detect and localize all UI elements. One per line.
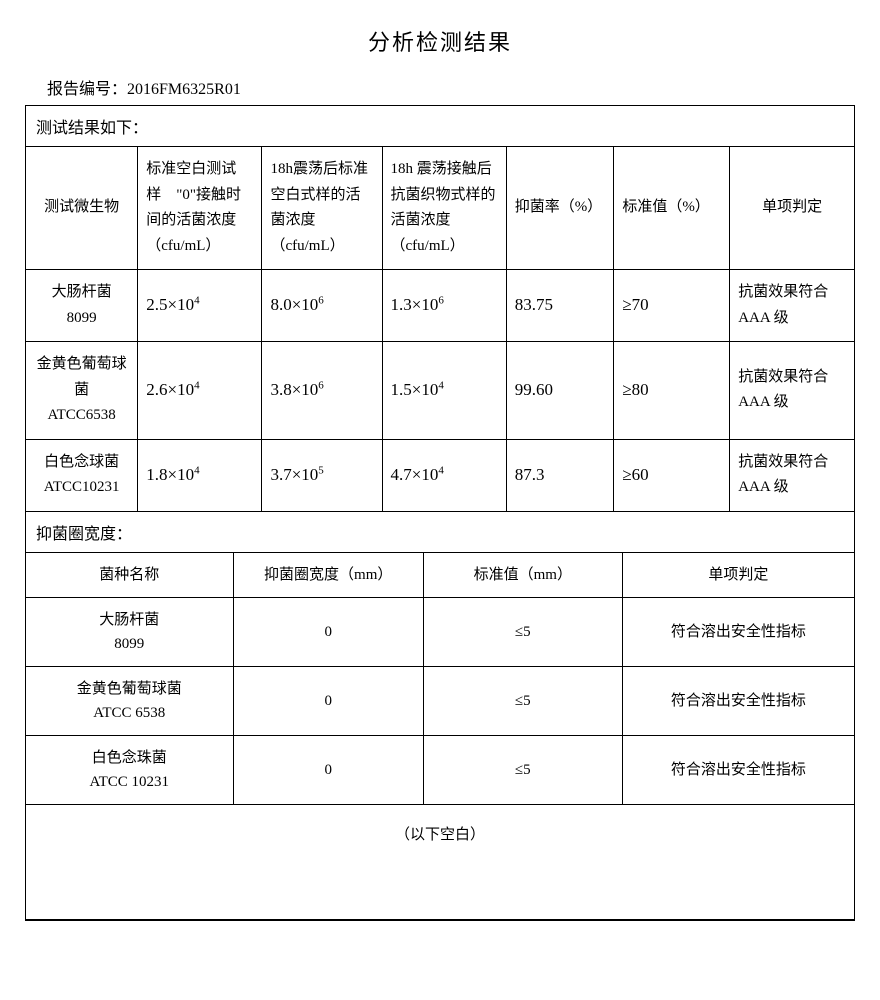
col-verdict: 单项判定 (730, 147, 854, 270)
cell-standard: ≤5 (423, 666, 622, 735)
results-table: 测试微生物 标准空白测试样 "0"接触时间的活菌浓度（cfu/mL） 18h震荡… (26, 146, 854, 512)
section2-label: 抑菌圈宽度： (26, 512, 855, 552)
cell-verdict: 符合溶出安全性指标 (622, 735, 854, 804)
cell-value: 1.3×106 (382, 270, 506, 342)
col-blank-0: 标准空白测试样 "0"接触时间的活菌浓度（cfu/mL） (138, 147, 262, 270)
report-number-value: 2016FM6325R01 (127, 81, 241, 98)
section1-label: 测试结果如下： (26, 106, 855, 147)
col-rate: 抑菌率（%） (506, 147, 614, 270)
table-row: 白色念珠菌ATCC 10231 0 ≤5 符合溶出安全性指标 (26, 735, 854, 804)
table-row: 金黄色葡萄球菌ATCC 6538 0 ≤5 符合溶出安全性指标 (26, 666, 854, 735)
table-row: 白色念球菌ATCC10231 1.8×104 3.7×105 4.7×104 8… (26, 439, 854, 511)
cell-zone-width: 0 (233, 735, 423, 804)
species-name: 大肠杆菌8099 (26, 597, 233, 666)
cell-value: 4.7×104 (382, 439, 506, 511)
cell-verdict: 符合溶出安全性指标 (622, 666, 854, 735)
cell-value: 1.5×104 (382, 342, 506, 440)
cell-verdict: 符合溶出安全性指标 (622, 597, 854, 666)
col-organism: 测试微生物 (26, 147, 138, 270)
table-header-row: 测试微生物 标准空白测试样 "0"接触时间的活菌浓度（cfu/mL） 18h震荡… (26, 147, 854, 270)
cell-verdict: 抗菌效果符合 AAA 级 (730, 439, 854, 511)
cell-value: 2.6×104 (138, 342, 262, 440)
cell-zone-width: 0 (233, 597, 423, 666)
organism-name: 白色念球菌ATCC10231 (26, 439, 138, 511)
cell-value: 1.8×104 (138, 439, 262, 511)
cell-standard: ≥60 (614, 439, 730, 511)
report-container: 测试结果如下： 测试微生物 标准空白测试样 "0"接触时间的活菌浓度（cfu/m… (25, 105, 855, 921)
report-number-label: 报告编号： (47, 81, 127, 98)
col-sample-18h: 18h 震荡接触后抗菌织物式样的活菌浓度（cfu/mL） (382, 147, 506, 270)
cell-zone-width: 0 (233, 666, 423, 735)
table-row: 大肠杆菌8099 0 ≤5 符合溶出安全性指标 (26, 597, 854, 666)
cell-value: 3.8×106 (262, 342, 382, 440)
cell-verdict: 抗菌效果符合 AAA 级 (730, 270, 854, 342)
col-verdict: 单项判定 (622, 552, 854, 597)
page-title: 分析检测结果 (25, 25, 855, 57)
cell-rate: 99.60 (506, 342, 614, 440)
table-row: 大肠杆菌8099 2.5×104 8.0×106 1.3×106 83.75 ≥… (26, 270, 854, 342)
col-species: 菌种名称 (26, 552, 233, 597)
cell-standard: ≤5 (423, 735, 622, 804)
cell-standard: ≥80 (614, 342, 730, 440)
cell-verdict: 抗菌效果符合 AAA 级 (730, 342, 854, 440)
col-zone-width: 抑菌圈宽度（mm） (233, 552, 423, 597)
table-row: 金黄色葡萄球菌ATCC6538 2.6×104 3.8×106 1.5×104 … (26, 342, 854, 440)
species-name: 白色念珠菌ATCC 10231 (26, 735, 233, 804)
cell-rate: 83.75 (506, 270, 614, 342)
cell-standard: ≥70 (614, 270, 730, 342)
inhibition-zone-table: 菌种名称 抑菌圈宽度（mm） 标准值（mm） 单项判定 大肠杆菌8099 0 ≤… (26, 552, 854, 921)
col-standard: 标准值（mm） (423, 552, 622, 597)
organism-name: 大肠杆菌8099 (26, 270, 138, 342)
table-header-row: 菌种名称 抑菌圈宽度（mm） 标准值（mm） 单项判定 (26, 552, 854, 597)
blank-space (26, 865, 854, 920)
cell-value: 2.5×104 (138, 270, 262, 342)
col-standard: 标准值（%） (614, 147, 730, 270)
cell-standard: ≤5 (423, 597, 622, 666)
report-number: 报告编号：2016FM6325R01 (47, 75, 855, 99)
blank-note-row: （以下空白） (26, 804, 854, 865)
col-blank-18h: 18h震荡后标准空白式样的活菌浓度（cfu/mL） (262, 147, 382, 270)
cell-value: 3.7×105 (262, 439, 382, 511)
organism-name: 金黄色葡萄球菌ATCC6538 (26, 342, 138, 440)
cell-value: 8.0×106 (262, 270, 382, 342)
blank-note: （以下空白） (26, 804, 854, 865)
cell-rate: 87.3 (506, 439, 614, 511)
species-name: 金黄色葡萄球菌ATCC 6538 (26, 666, 233, 735)
